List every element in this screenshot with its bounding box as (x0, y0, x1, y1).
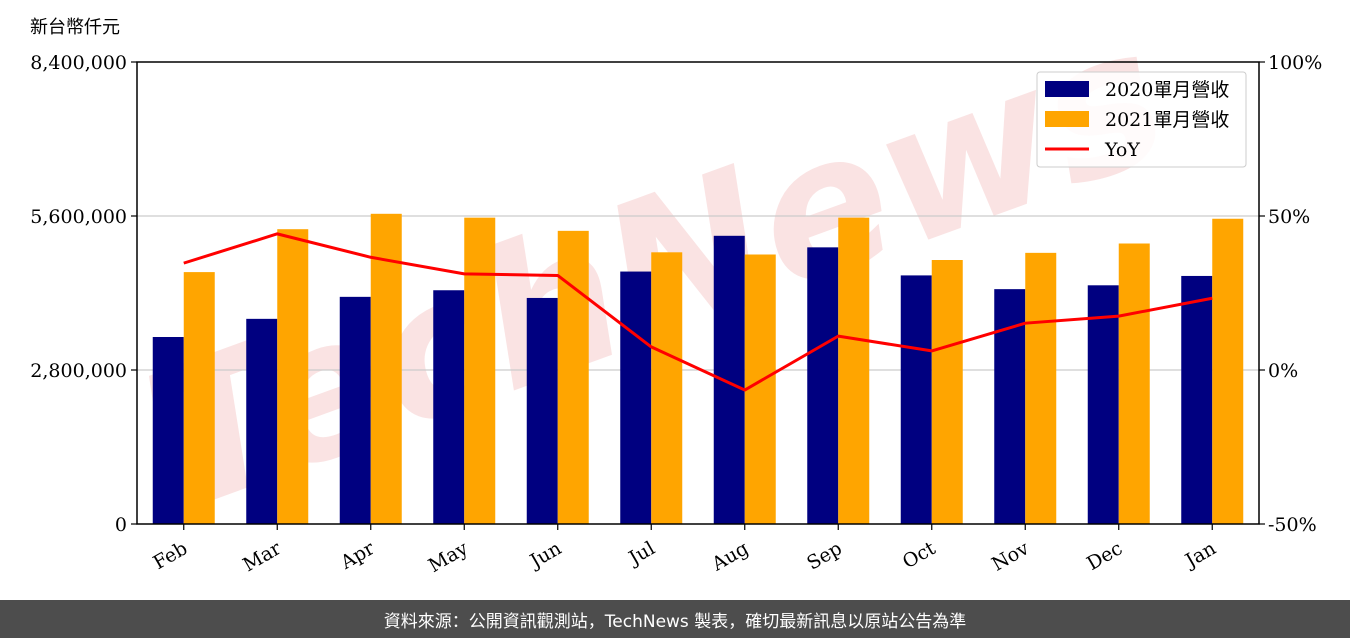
bar-2020-may (433, 290, 465, 524)
bar-2021-apr (370, 213, 402, 525)
legend-label-2: YoY (1104, 139, 1140, 161)
bar-2021-dec (1118, 243, 1150, 524)
revenue-chart: TechNews 02,800,0005,600,0008,400,000-50… (30, 0, 1322, 577)
y-left-tick-label: 5,600,000 (30, 206, 127, 228)
x-tick-label-oct: Oct (899, 537, 940, 573)
bar-2020-apr (339, 296, 371, 524)
bar-2021-jun (557, 230, 589, 524)
legend-label-0: 2020單月營收 (1105, 79, 1229, 101)
bar-2021-nov (1025, 252, 1057, 524)
footer-source: 資料來源：公開資訊觀測站，TechNews 製表，確切最新訊息以原站公告為準 (0, 600, 1350, 638)
bar-2021-feb (183, 272, 215, 524)
x-tick-label-jun: Jun (525, 537, 566, 573)
x-tick-label-aug: Aug (707, 537, 752, 576)
yoy-line (183, 232, 1213, 392)
bar-2021-mar (277, 229, 309, 524)
x-tick-label-jan: Jan (1180, 537, 1220, 573)
x-tick-label-apr: Apr (336, 537, 379, 574)
y-left-tick-label: 2,800,000 (30, 360, 127, 382)
legend-swatch-0 (1045, 81, 1089, 97)
legend: 2020單月營收 2021單月營收 YoY (1036, 71, 1247, 168)
x-tick-label-mar: Mar (239, 537, 285, 576)
x-tick-label-jul: Jul (624, 537, 659, 570)
legend-box (1036, 71, 1247, 168)
bar-2021-jul (651, 252, 683, 525)
y-right-tick-label: 50% (1268, 206, 1310, 228)
legend-swatch-1 (1045, 111, 1089, 127)
bar-2021-aug (744, 254, 776, 524)
unit-label: 新台幣仟元 (30, 17, 120, 38)
y-left-tick-label: 0 (115, 514, 127, 536)
x-tick-label-feb: Feb (149, 537, 191, 574)
y-right-tick-label: 0% (1268, 360, 1298, 382)
plot-frame (136, 61, 1260, 525)
bar-2020-dec (1087, 285, 1119, 524)
bar-2021-sep (838, 217, 870, 524)
bar-2020-oct (900, 275, 932, 524)
bar-2021-jan (1212, 218, 1244, 524)
x-tick-label-sep: Sep (803, 537, 846, 574)
bar-2020-mar (246, 318, 278, 524)
legend-label-1: 2021單月營收 (1105, 109, 1229, 131)
yoy-line-group (183, 232, 1213, 392)
bar-2020-feb (152, 337, 184, 524)
bar-2021-may (464, 217, 496, 524)
bar-2021-oct (931, 260, 963, 524)
y-right-tick-label: 100% (1268, 52, 1322, 74)
bar-2020-jun (526, 297, 558, 524)
x-tick-label-may: May (425, 537, 472, 577)
bar-2020-jul (620, 271, 652, 524)
bar-2020-sep (807, 247, 839, 524)
y-left-tick-label: 8,400,000 (30, 52, 127, 74)
x-tick-label-nov: Nov (988, 537, 1033, 576)
x-tick-label-dec: Dec (1083, 537, 1126, 575)
bar-2020-jan (1181, 275, 1213, 524)
y-right-tick-label: -50% (1268, 514, 1317, 536)
bar-2020-aug (713, 235, 745, 525)
